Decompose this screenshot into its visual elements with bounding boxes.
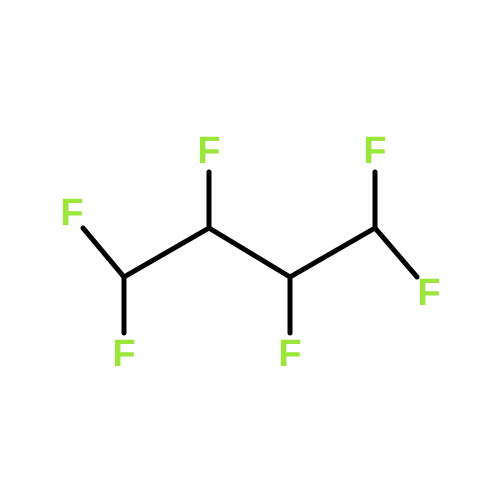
fluorine-atom-label: F bbox=[60, 192, 83, 234]
bond-c1-c2 bbox=[124, 228, 209, 277]
bond-c3-c4 bbox=[290, 228, 375, 277]
fluorine-atom-label: F bbox=[417, 272, 440, 314]
bond-c2-c3 bbox=[209, 228, 290, 277]
fluorine-atom-label: F bbox=[197, 130, 220, 172]
fluorine-atom-label: F bbox=[363, 130, 386, 172]
bond-c4-f_c4_right bbox=[375, 228, 417, 277]
fluorine-atom-label: F bbox=[112, 333, 135, 375]
molecular-structure-diagram: F F F F F F bbox=[0, 0, 500, 500]
fluorine-atom-label: F bbox=[278, 333, 301, 375]
bond-c1-f_c1_up bbox=[83, 228, 124, 277]
